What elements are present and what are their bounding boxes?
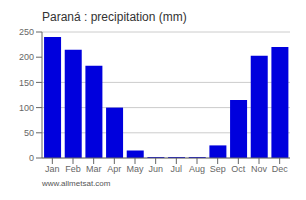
svg-text:200: 200: [19, 52, 34, 62]
svg-text:Sep: Sep: [210, 164, 226, 174]
svg-text:May: May: [126, 164, 144, 174]
svg-text:Dec: Dec: [272, 164, 289, 174]
svg-text:0: 0: [29, 153, 34, 163]
html-text:www.allmetsat.com: www.allmetsat.com: [42, 179, 111, 188]
svg-text:Jul: Jul: [171, 164, 183, 174]
svg-text:Apr: Apr: [107, 164, 121, 174]
svg-text:100: 100: [19, 103, 34, 113]
svg-text:Jun: Jun: [148, 164, 163, 174]
svg-text:50: 50: [24, 128, 34, 138]
svg-text:Aug: Aug: [189, 164, 205, 174]
svg-text:Mar: Mar: [86, 164, 102, 174]
svg-text:250: 250: [19, 27, 34, 37]
html-text:Paraná : precipitation (mm): Paraná : precipitation (mm): [42, 10, 187, 24]
svg-text:Oct: Oct: [231, 164, 246, 174]
svg-text:Jan: Jan: [45, 164, 60, 174]
svg-text:Nov: Nov: [251, 164, 268, 174]
svg-text:150: 150: [19, 78, 34, 88]
svg-text:Feb: Feb: [65, 164, 81, 174]
